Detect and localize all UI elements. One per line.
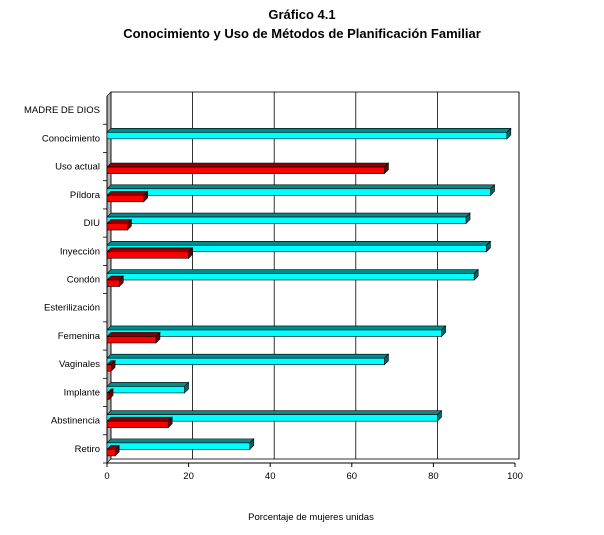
bar-conocimiento-8: [106, 325, 447, 338]
category-label: Píldora: [70, 190, 101, 201]
bar-conocimiento-12: [106, 438, 255, 451]
category-label: Vaginales: [59, 359, 100, 370]
category-label: MADRE DE DIOS: [24, 105, 100, 116]
bar-uso-4: [106, 218, 133, 231]
x-tick-label: 0: [104, 471, 109, 482]
category-label: Inyección: [60, 246, 100, 257]
x-tick-label: 60: [347, 471, 358, 482]
x-tick-label: 20: [183, 471, 194, 482]
bar-conocimiento-4: [106, 212, 471, 225]
category-label: Retiro: [75, 444, 100, 455]
x-tick-label: 100: [507, 471, 523, 482]
category-label: Conocimiento: [42, 133, 100, 144]
bar-uso-12: [106, 444, 120, 457]
category-label: DIU: [84, 218, 101, 229]
bar-uso-2: [106, 162, 390, 175]
x-tick-label: 80: [428, 471, 439, 482]
bar-conocimiento-5: [106, 240, 492, 253]
bar-conocimiento-11: [106, 409, 443, 422]
chart-subtitle: Conocimiento y Uso de Métodos de Planifi…: [123, 26, 481, 41]
category-label: Abstinencia: [51, 416, 101, 427]
category-label: Uso actual: [55, 162, 100, 173]
bar-uso-11: [106, 416, 173, 429]
chart-title: Gráfico 4.1: [268, 7, 336, 22]
bar-uso-6: [106, 275, 124, 288]
category-label: Femenina: [58, 331, 101, 342]
bar-uso-9: [106, 359, 116, 372]
category-label: Esterilización: [44, 303, 100, 314]
bar-conocimiento-10: [106, 381, 190, 394]
x-tick-label: 40: [265, 471, 276, 482]
bar-uso-8: [106, 331, 161, 344]
bar-conocimiento-3: [106, 184, 496, 197]
x-axis-label: Porcentaje de mujeres unidas: [248, 512, 374, 523]
bar-conocimiento-1: [106, 127, 512, 140]
bar-uso-10: [106, 388, 114, 401]
bar-conocimiento-9: [106, 353, 390, 366]
category-label: Implante: [64, 387, 100, 398]
bar-uso-5: [106, 247, 194, 259]
category-label: Condón: [67, 275, 100, 286]
bar-conocimiento-6: [106, 268, 479, 281]
bar-uso-3: [106, 190, 149, 203]
